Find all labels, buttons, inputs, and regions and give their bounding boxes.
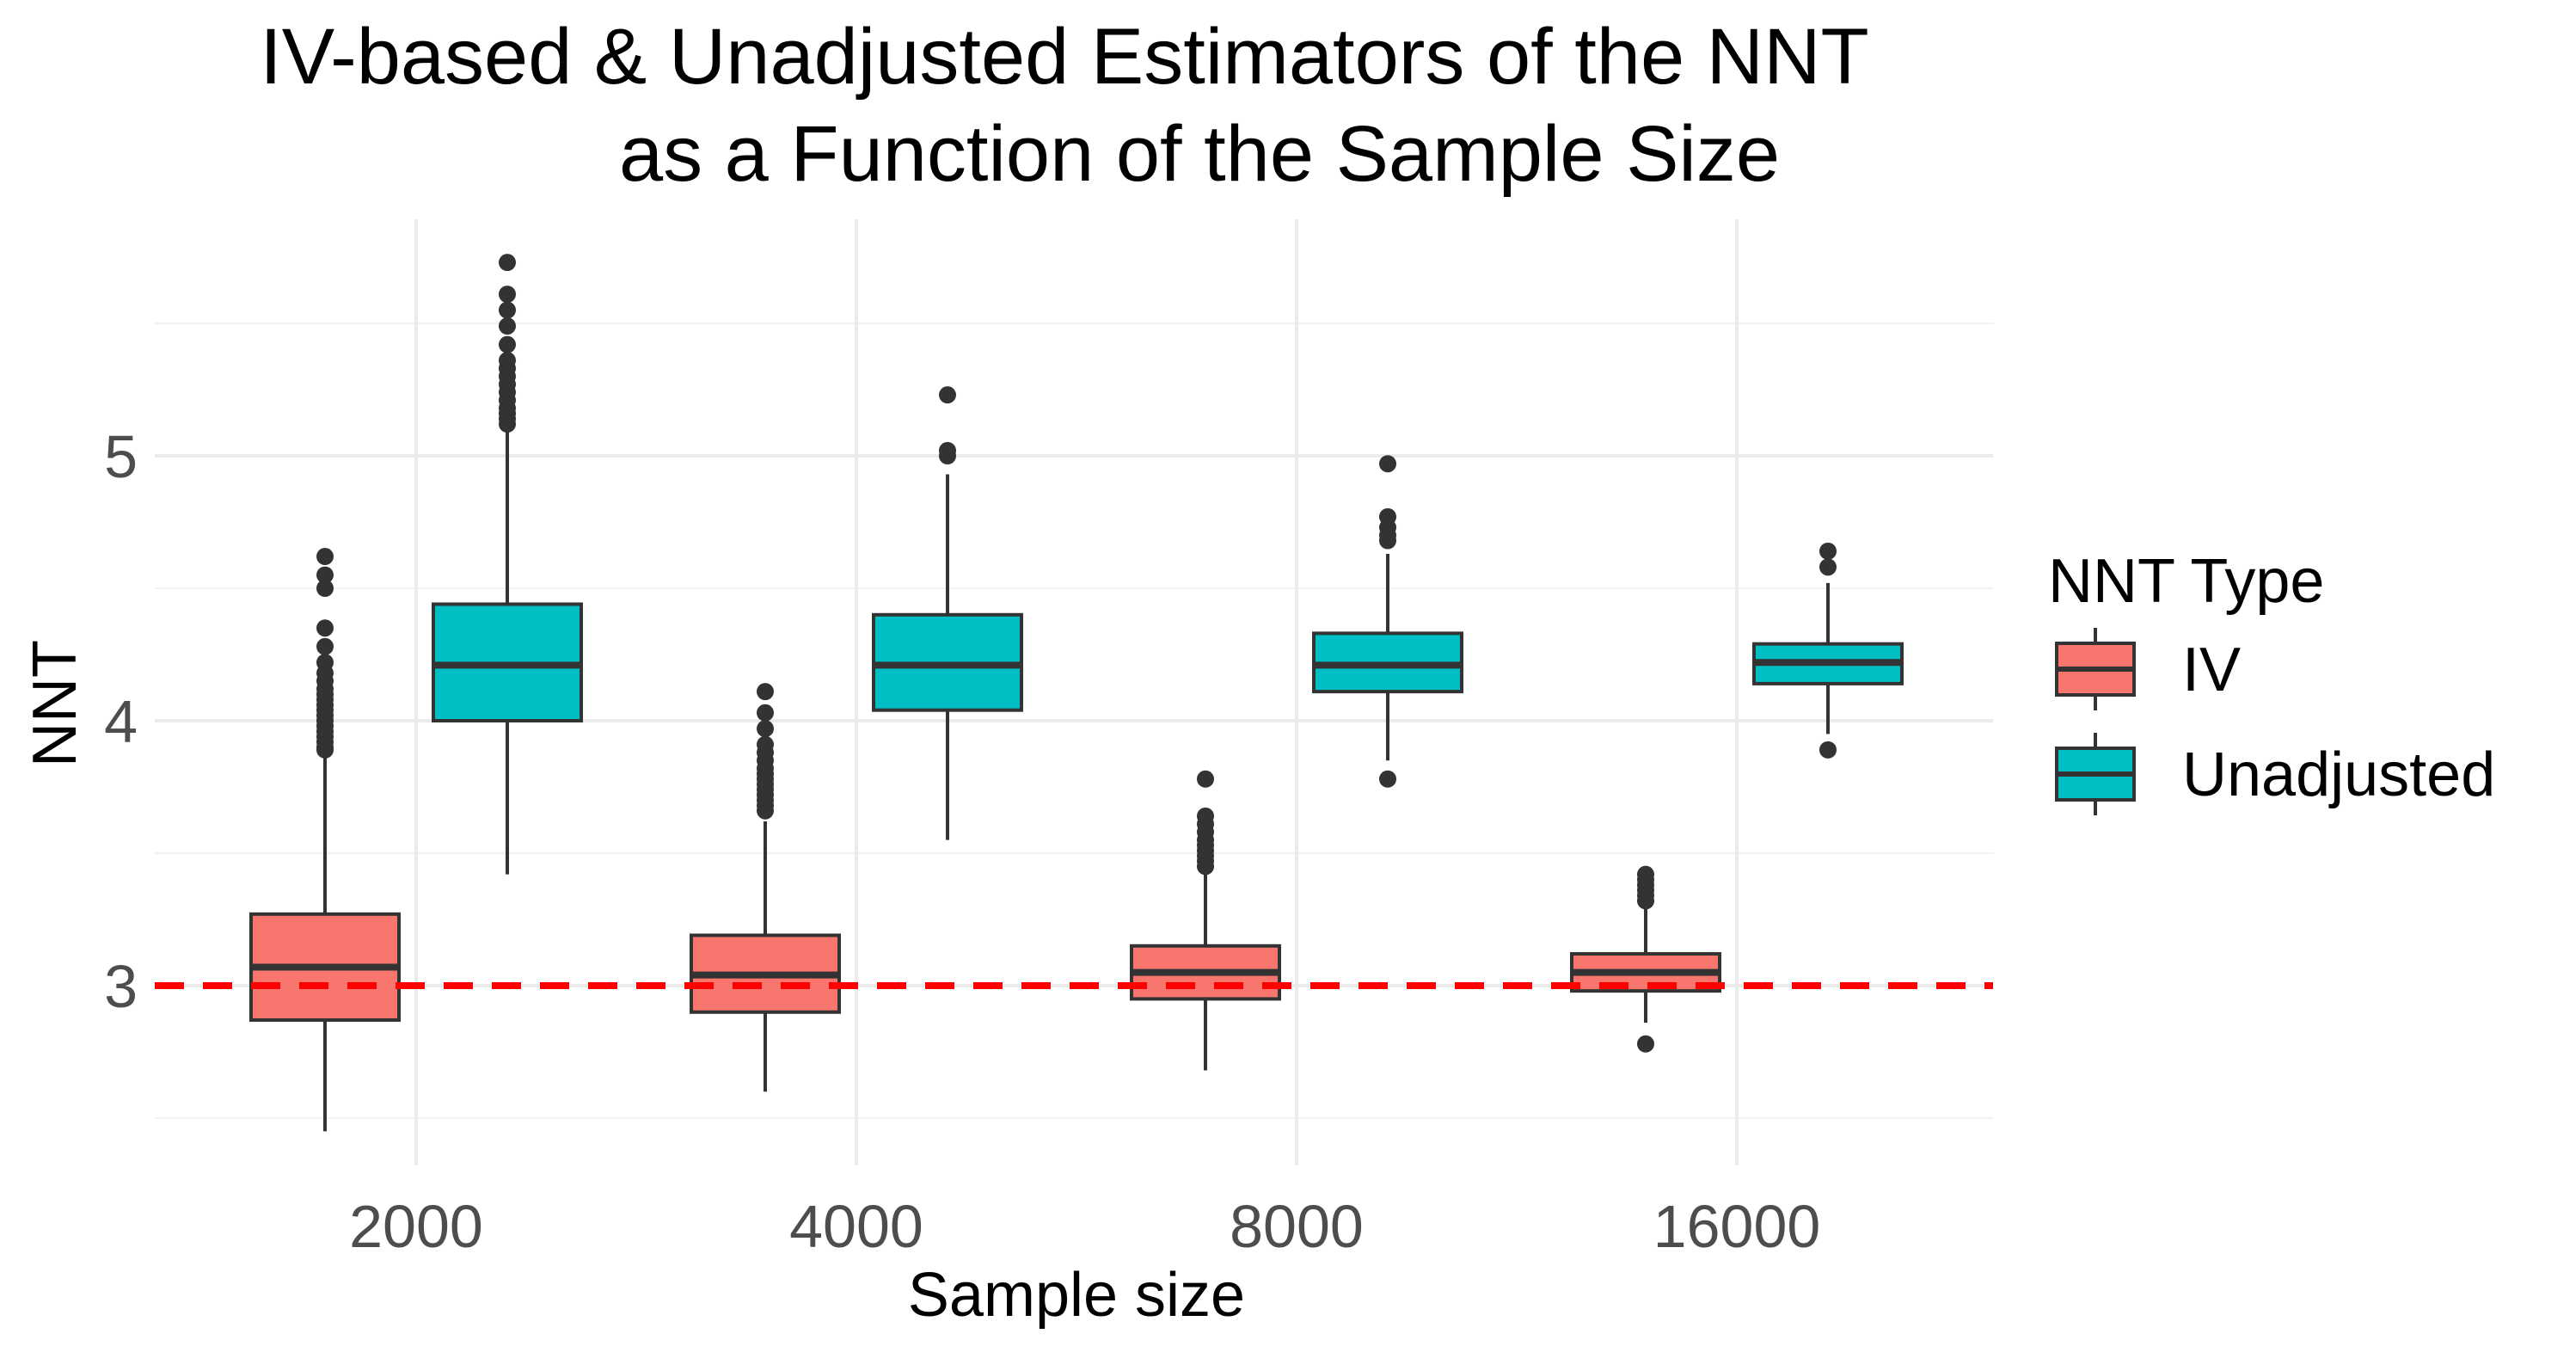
outlier-point [757, 704, 774, 722]
box-unadjusted-4000 [872, 386, 1023, 840]
outlier-point [757, 735, 774, 753]
box-iv-8000 [1130, 770, 1281, 1071]
title-line-2: as a Function of the Sample Size [619, 110, 1780, 198]
y-tick-label: 5 [104, 423, 138, 490]
x-tick-label: 2000 [349, 1193, 483, 1260]
outlier-point [316, 654, 334, 672]
box-iv-16000 [1570, 865, 1721, 1053]
axes: Sample size NNT 3 4 5 2000 4000 8000 16000 [21, 423, 1820, 1330]
outlier-point [1637, 1035, 1654, 1053]
outlier-point [1379, 507, 1396, 525]
box-iv-4000 [690, 683, 841, 1092]
x-tick-label: 16000 [1653, 1193, 1821, 1260]
legend-title: NNT Type [2048, 547, 2324, 616]
outlier-point [499, 301, 516, 319]
legend-item-unadjusted: Unadjusted [2055, 733, 2495, 815]
box-iv-2000 [249, 548, 401, 1132]
outlier-point [1379, 455, 1396, 473]
outlier-point [1379, 770, 1396, 788]
outlier-point [1197, 807, 1214, 825]
outlier-point [316, 580, 334, 597]
outlier-point [1819, 558, 1837, 576]
outlier-point [499, 352, 516, 370]
outlier-point [1637, 865, 1654, 883]
y-axis-title: NNT [21, 640, 89, 767]
x-tick-label: 4000 [789, 1193, 923, 1260]
outlier-point [757, 720, 774, 738]
title-line-1: IV-based & Unadjusted Estimators of the … [260, 13, 1869, 101]
chart-title: IV-based & Unadjusted Estimators of the … [260, 13, 1869, 198]
outlier-point [316, 566, 334, 584]
box-unadjusted-8000 [1312, 455, 1463, 788]
x-axis-title: Sample size [908, 1261, 1245, 1330]
grid [155, 219, 1993, 1165]
legend: NNT Type IV Unadjusted [2048, 547, 2495, 815]
outlier-point [499, 335, 516, 353]
legend-label: Unadjusted [2182, 741, 2495, 809]
outlier-point [1197, 770, 1214, 788]
outlier-point [499, 254, 516, 272]
x-tick-label: 8000 [1230, 1193, 1364, 1260]
box-unadjusted-16000 [1752, 542, 1904, 759]
outlier-point [1819, 741, 1837, 759]
box-unadjusted-2000 [432, 254, 583, 875]
outlier-point [499, 317, 516, 335]
legend-label: IV [2182, 636, 2241, 704]
outlier-point [499, 286, 516, 304]
outlier-point [939, 386, 956, 404]
y-tick-label: 4 [104, 688, 138, 755]
y-tick-label: 3 [104, 953, 138, 1020]
outlier-point [316, 637, 334, 655]
outlier-point [757, 683, 774, 701]
outlier-point [1819, 542, 1837, 560]
outlier-point [939, 441, 956, 459]
outlier-point [316, 548, 334, 566]
boxes [249, 254, 1904, 1132]
outlier-point [316, 619, 334, 637]
legend-item-iv: IV [2055, 628, 2241, 710]
